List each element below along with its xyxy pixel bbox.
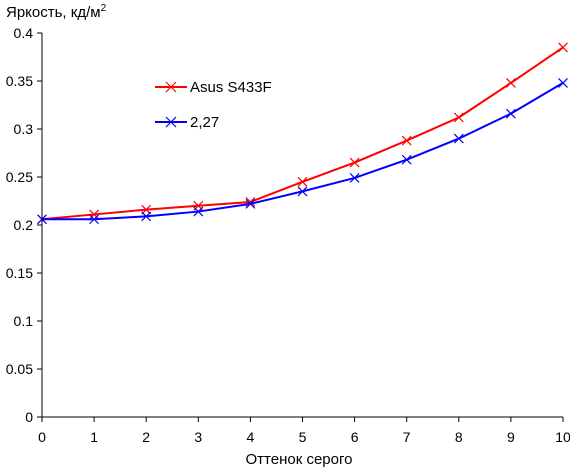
y-tick-label: 0.25 bbox=[6, 169, 33, 185]
data-point-marker bbox=[193, 206, 204, 217]
x-axis-ticks: 0 1 2 3 4 5 6 7 8 9 10 bbox=[38, 417, 570, 445]
data-point-marker bbox=[89, 214, 100, 225]
x-tick-label: 3 bbox=[194, 429, 202, 445]
y-tick-label: 0.1 bbox=[14, 313, 34, 329]
x-tick-label: 2 bbox=[142, 429, 150, 445]
x-axis-title: Оттенок серого bbox=[246, 451, 353, 468]
data-point-marker bbox=[141, 211, 152, 222]
y-tick-label: 0.4 bbox=[14, 25, 34, 41]
y-axis-title-text: Яркость, кд/м bbox=[6, 4, 101, 21]
legend-marker-series-2 bbox=[165, 116, 177, 128]
data-point-marker bbox=[89, 209, 100, 220]
x-tick-label: 7 bbox=[403, 429, 411, 445]
data-point-marker bbox=[453, 112, 464, 123]
y-tick-label: 0.3 bbox=[14, 121, 34, 137]
legend-label-series-2: 2,27 bbox=[190, 114, 219, 131]
data-point-marker bbox=[453, 133, 464, 144]
data-point-marker bbox=[245, 198, 256, 209]
series-line-1 bbox=[41, 46, 564, 221]
data-point-marker bbox=[297, 186, 308, 197]
legend: Asus S433F 2,27 bbox=[155, 79, 272, 131]
legend-label-series-1: Asus S433F bbox=[190, 79, 272, 96]
y-tick-label: 0.35 bbox=[6, 73, 33, 89]
data-point-marker bbox=[37, 214, 47, 225]
x-tick-label: 8 bbox=[455, 429, 463, 445]
data-point-marker bbox=[558, 77, 568, 88]
plot-frame bbox=[41, 33, 563, 418]
y-tick-label: 0 bbox=[25, 409, 33, 425]
x-tick-label: 1 bbox=[90, 429, 98, 445]
y-axis-ticks: 0 0.05 0.1 0.15 0.2 0.25 0.3 0.35 0.4 bbox=[6, 25, 42, 425]
y-axis-title: Яркость, кд/м2 bbox=[6, 3, 107, 21]
data-point-marker bbox=[505, 77, 516, 88]
data-point-marker bbox=[558, 42, 568, 53]
x-tick-label: 10 bbox=[555, 429, 570, 445]
data-point-marker bbox=[401, 154, 412, 165]
y-tick-label: 0.15 bbox=[6, 265, 33, 281]
legend-item-series-2: 2,27 bbox=[155, 114, 219, 131]
x-tick-label: 0 bbox=[38, 429, 46, 445]
y-tick-label: 0.2 bbox=[14, 217, 34, 233]
series-layer bbox=[37, 42, 568, 225]
data-point-marker bbox=[401, 135, 412, 146]
data-point-marker bbox=[349, 157, 360, 168]
x-tick-label: 6 bbox=[351, 429, 359, 445]
series-1 bbox=[37, 42, 568, 225]
data-point-marker bbox=[349, 173, 360, 183]
data-point-marker bbox=[505, 108, 516, 119]
y-axis-title-superscript: 2 bbox=[101, 3, 107, 14]
series-2 bbox=[37, 77, 568, 225]
x-tick-label: 4 bbox=[247, 429, 255, 445]
x-tick-label: 9 bbox=[507, 429, 515, 445]
y-tick-label: 0.05 bbox=[6, 361, 33, 377]
x-tick-label: 5 bbox=[299, 429, 307, 445]
series-line-2 bbox=[42, 82, 564, 221]
legend-marker-series-1 bbox=[165, 81, 177, 93]
legend-item-series-1: Asus S433F bbox=[155, 79, 272, 96]
data-point-marker bbox=[297, 176, 308, 187]
